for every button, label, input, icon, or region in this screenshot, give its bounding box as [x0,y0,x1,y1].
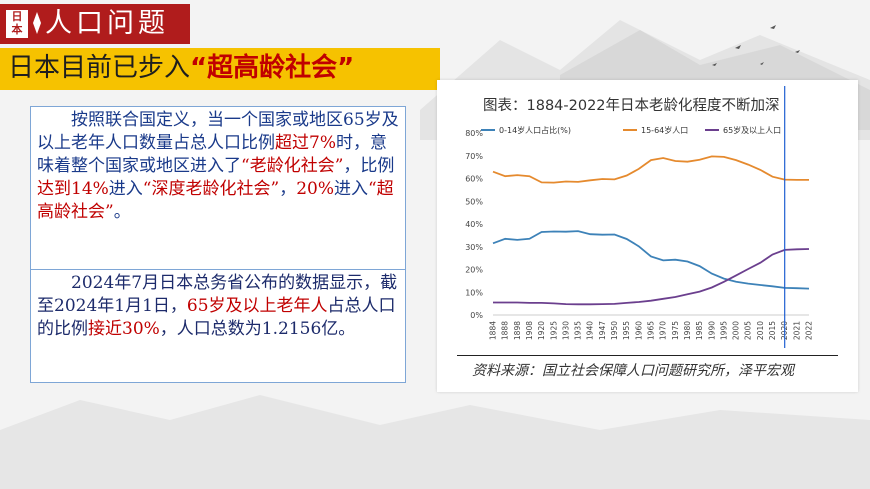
y-tick-label: 60% [465,175,483,184]
country-tag-line1: 日 [11,10,23,23]
paragraph1-segment: 达到14% [37,179,109,199]
x-tick-label: 1930 [561,321,570,340]
x-tick-label: 1884 [489,321,498,340]
paragraph1-segment: “深度老龄化社会” [142,179,280,199]
y-tick-label: 70% [465,152,483,161]
paragraph1-segment: ，比例 [343,156,395,176]
header-banner [0,4,190,44]
aging-line-chart: 0%10%20%30%40%50%60%70%80%1884 1888 1898 19… [465,86,814,348]
x-tick-label: 2010 [756,321,765,340]
x-tick-label: 1920 [537,321,546,340]
x-tick-label: 1980 [683,321,692,340]
paragraph1-segment: “超高龄社会” [37,179,394,222]
paragraph1-segment: 进入 [333,179,368,199]
chart-title: 图表：1884-2022年日本老龄化程度不断加深 [483,98,780,114]
y-tick-label: 50% [465,197,483,206]
paragraph1-segment: 按照联合国定义，当一个国家或地区 [71,110,343,130]
series-line-1 [492,230,810,290]
subtitle-prefix: 日本目前已步入 [8,53,191,83]
paragraph2-segment: 2024年7月日本总务省公布的数据显示，截至2024年1月1日， [37,273,398,316]
x-tick-label: 1935 [574,321,583,340]
chart-card: 图表：1884-2022年日本老龄化程度不断加深 0% 10% 20% 30% 40% 5… [437,80,858,392]
x-tick-label: 2005 [744,321,753,340]
x-tick-label: 1975 [671,321,680,340]
y-tick-label: 80% [465,129,483,138]
legend-label: 65岁及以上人口 [723,125,781,135]
y-tick-label: 0% [470,311,483,320]
country-tag-line2: 本 [11,23,23,36]
legend-label: 0-14岁人口占比(%) [499,125,571,135]
series-line-2 [492,155,809,184]
paragraph1-segment: 进入 [108,179,143,199]
x-tick-label: 1888 [501,321,510,340]
x-tick-label: 1908 [525,321,534,340]
x-tick-label: 2000 [732,321,741,340]
x-tick-label: 1898 [513,321,522,340]
paragraph1-segment: 超过7% [275,133,336,153]
x-tick-label: 2021 [792,321,801,340]
y-tick-label: 30% [465,243,483,252]
page-title: 人口问题 [45,8,169,39]
x-tick-label: 1985 [695,321,704,340]
x-tick-label: 1990 [707,321,716,340]
statistics-paragraph: 2024年7月日本总务省公布的数据显示，截至2024年1月1日，65岁及以上老年… [37,272,399,341]
country-tag: 日 本 [6,10,28,38]
series-line-3 [493,248,810,306]
legend-label: 15-64岁人口 [641,125,688,135]
subtitle-highlight: “超高龄社会” [190,53,355,83]
chart-source: 资料来源：国立社会保障人口问题研究所，泽平宏观 [472,363,794,379]
x-tick-label: 2015 [768,321,777,340]
definition-paragraph: 按照联合国定义，当一个国家或地区65岁及以上老年人口数量占总人口比例超过7%时，… [37,109,399,224]
definition-text-box: 按照联合国定义，当一个国家或地区65岁及以上老年人口数量占总人口比例超过7%时，… [30,106,406,270]
subtitle-bar [0,48,440,90]
x-tick-label: 2022 [805,321,814,340]
x-tick-label: 1950 [610,321,619,340]
birds-decoration [712,25,800,66]
paragraph1-segment: 20% [296,179,334,199]
x-tick-label: 1995 [719,321,728,340]
x-tick-label: 1960 [634,321,643,340]
y-tick-label: 20% [465,266,483,275]
paragraph2-segment: ，人口总数为1.2156亿。 [159,319,356,339]
y-tick-label: 10% [465,288,483,297]
source-divider [457,355,838,356]
x-tick-label: 1965 [647,321,656,340]
statistics-text-box: 2024年7月日本总务省公布的数据显示，截至2024年1月1日，65岁及以上老年… [30,269,406,383]
x-tick-label: 1970 [659,321,668,340]
paragraph2-segment: 65岁及以上老年人 [186,296,328,316]
paragraph2-segment: 接近30% [88,319,160,339]
y-tick-label: 40% [465,220,483,229]
x-tick-label: 1955 [622,321,631,340]
x-tick-label: 1947 [598,321,607,340]
paragraph1-segment: “老龄化社会” [241,156,344,176]
paragraph1-segment: ， [279,179,297,199]
x-tick-label: 1940 [586,321,595,340]
paragraph2-segment: 占总人口的比例 [37,296,396,339]
diamond-icon [33,12,41,34]
x-tick-label: 1925 [549,321,558,340]
paragraph1-segment: 时，意味着整个国家或地区进入了 [37,133,387,176]
subtitle: 日本目前已步入“超高龄社会” [8,50,354,86]
paragraph1-segment: 65岁及以上老年人口数量占总人口比例 [37,110,399,153]
paragraph1-segment: 。 [113,202,131,222]
